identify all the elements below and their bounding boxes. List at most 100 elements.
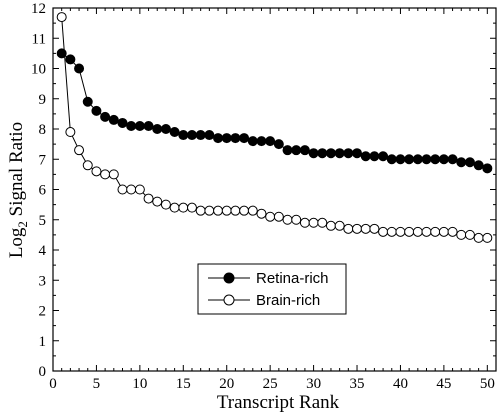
data-point — [308, 148, 319, 159]
data-point — [204, 130, 215, 141]
data-point — [82, 96, 93, 107]
data-point — [160, 199, 171, 210]
data-point — [178, 130, 189, 141]
x-tick-label: 5 — [93, 376, 101, 392]
data-point — [438, 154, 449, 165]
x-tick-label: 45 — [436, 376, 451, 392]
data-point — [247, 136, 258, 147]
data-point — [221, 133, 232, 144]
data-point — [352, 223, 363, 234]
data-point — [412, 154, 423, 165]
x-tick-label: 15 — [176, 376, 191, 392]
data-point — [291, 214, 302, 225]
data-point — [317, 148, 328, 159]
data-point — [482, 163, 493, 174]
y-tick-label: 2 — [39, 304, 47, 320]
x-axis-title: Transcript Rank — [217, 392, 340, 413]
data-point — [334, 148, 345, 159]
legend-box — [197, 263, 347, 315]
legend-marker-retina — [223, 272, 235, 284]
data-point — [91, 166, 102, 177]
series-line — [61, 52, 488, 169]
data-point — [195, 130, 206, 141]
data-point — [282, 145, 293, 156]
data-point — [239, 205, 250, 216]
legend-label-retina: Retina-rich — [256, 270, 329, 287]
data-point — [74, 63, 85, 74]
data-point — [308, 217, 319, 228]
data-point — [230, 133, 241, 144]
y-tick-label: 7 — [39, 152, 47, 168]
x-tick-label: 30 — [306, 376, 321, 392]
data-point — [265, 136, 276, 147]
data-point — [195, 205, 206, 216]
data-point — [74, 145, 85, 156]
data-point — [464, 229, 475, 240]
data-point — [482, 232, 493, 243]
data-point — [230, 205, 241, 216]
data-point — [421, 154, 432, 165]
data-point — [404, 154, 415, 165]
data-point — [143, 193, 154, 204]
data-point — [100, 169, 111, 180]
data-point — [65, 127, 76, 138]
x-tick-label: 25 — [263, 376, 278, 392]
data-point — [473, 160, 484, 171]
data-point — [108, 114, 119, 125]
y-tick-label: 12 — [31, 1, 46, 17]
data-point — [273, 139, 284, 150]
y-tick-label: 8 — [39, 122, 47, 138]
data-point — [317, 217, 328, 228]
data-point — [169, 127, 180, 138]
data-point — [386, 154, 397, 165]
data-point — [430, 226, 441, 237]
data-point — [447, 154, 458, 165]
data-point — [265, 211, 276, 222]
data-point — [404, 226, 415, 237]
data-point — [273, 211, 284, 222]
x-tick-label: 50 — [480, 376, 495, 392]
y-tick-label: 6 — [39, 183, 47, 199]
y-axis-title-base: Log — [6, 227, 27, 258]
data-point — [213, 133, 224, 144]
data-point — [360, 223, 371, 234]
data-point — [343, 223, 354, 234]
data-point — [160, 124, 171, 134]
data-point — [117, 117, 128, 128]
y-tick-label: 5 — [39, 213, 47, 229]
data-point — [395, 154, 406, 165]
data-point — [421, 226, 432, 237]
data-point — [204, 205, 215, 216]
data-point — [369, 151, 380, 162]
data-point — [91, 105, 102, 116]
y-axis-title-subscript: 2 — [15, 221, 30, 228]
data-point — [126, 184, 137, 195]
data-point — [247, 205, 258, 216]
data-point — [213, 205, 224, 216]
data-point — [186, 130, 197, 141]
series-retina-rich — [56, 48, 493, 174]
data-point — [473, 232, 484, 243]
y-tick-label: 10 — [31, 62, 46, 78]
x-tick-label: 40 — [393, 376, 408, 392]
data-point — [456, 157, 467, 168]
data-point — [378, 151, 389, 162]
y-tick-label: 4 — [39, 243, 47, 259]
data-point — [256, 208, 267, 219]
y-tick-label: 1 — [39, 334, 47, 350]
data-point — [386, 226, 397, 237]
data-point — [438, 226, 449, 237]
data-point — [256, 136, 267, 147]
data-point — [299, 217, 310, 228]
legend-marker-brain — [223, 294, 235, 306]
data-point — [325, 148, 336, 159]
series-line — [61, 17, 488, 239]
data-point — [395, 226, 406, 237]
data-point — [369, 223, 380, 234]
series-brain-rich — [56, 12, 493, 243]
data-point — [221, 205, 232, 216]
data-point — [352, 148, 363, 159]
y-tick-label: 3 — [39, 273, 47, 289]
y-tick-label: 11 — [32, 31, 46, 47]
